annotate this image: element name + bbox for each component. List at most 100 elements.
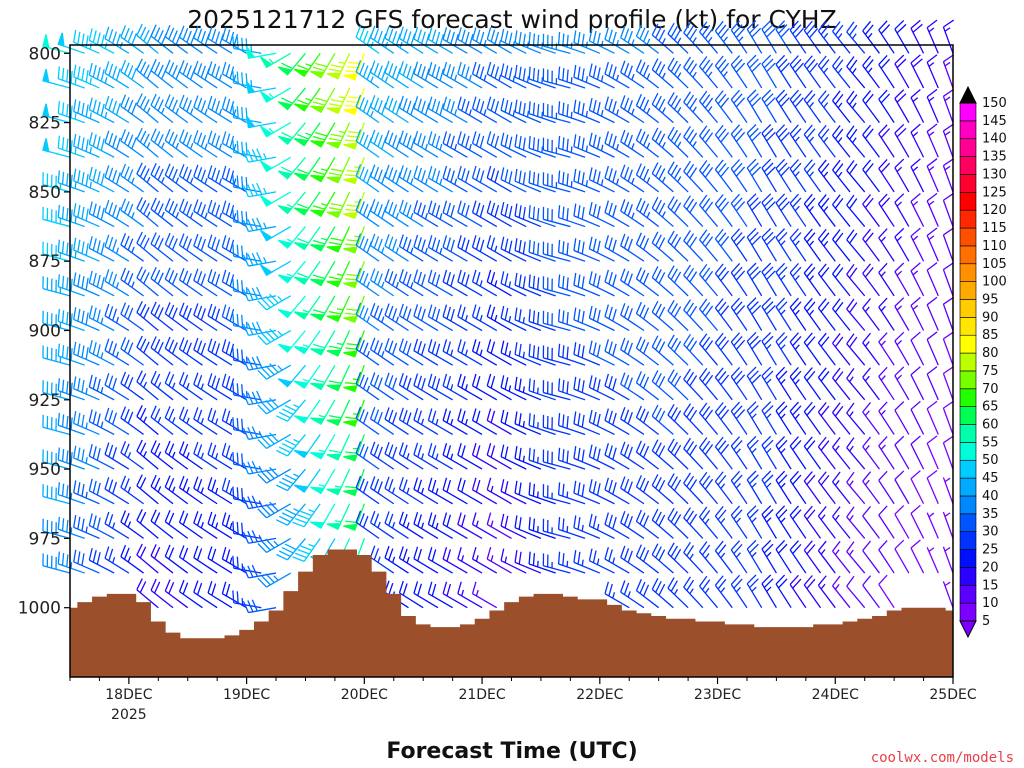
barb-staff [179,452,203,470]
barb-full-feather [328,172,342,177]
barb-full-feather [557,309,561,322]
barb-full-feather [257,335,267,345]
wind-barb [894,227,910,262]
barb-half-feather [321,237,328,241]
barb-full-feather [775,228,786,239]
barb-half-feather [377,556,381,563]
barb-staff [878,549,895,574]
barb-full-feather [588,548,593,561]
barb-pennant [326,280,342,288]
barb-half-feather [450,453,454,460]
barb-staff [233,151,262,158]
barb-full-feather [96,482,101,496]
barb-full-feather [627,273,633,286]
barb-staff [207,142,233,158]
barb-full-feather [763,197,774,207]
wind-barb [926,435,939,470]
barb-full-feather [143,306,150,319]
barb-half-feather [522,420,525,428]
barb-half-feather [112,556,116,564]
barb-staff [193,557,218,574]
barb-full-feather [257,473,267,484]
barb-half-feather [912,97,919,103]
barb-full-feather [504,238,509,251]
barb-full-feather [522,172,526,185]
barb-staff [846,447,866,470]
wind-barb [178,579,203,609]
wind-barb [42,241,71,262]
barb-full-feather [143,237,150,250]
wind-barb [620,407,645,435]
barb-staff [457,142,483,158]
barb-full-feather [778,509,788,520]
barb-full-feather [658,549,666,561]
wind-barb [620,233,645,262]
wind-barb [150,59,174,89]
wind-barb [42,310,71,332]
barb-full-feather [514,99,518,112]
barb-full-feather [417,133,423,146]
wind-barb [775,574,792,609]
barb-pennant [326,176,342,184]
barb-full-feather [229,204,235,218]
barb-full-feather [384,511,390,524]
barb-full-feather [242,150,250,163]
barb-full-feather [581,241,585,255]
barb-full-feather [168,96,175,109]
wind-barb [120,94,144,124]
barb-staff [746,98,763,123]
barb-full-feather [490,237,496,250]
barb-full-feather [178,94,185,107]
barb-full-feather [775,297,786,308]
wind-barb [542,414,571,436]
wind-barb [384,234,409,262]
barb-full-feather [88,270,93,284]
barb-staff [89,178,115,193]
barb-staff [442,558,468,574]
barb-full-feather [686,371,695,383]
barb-full-feather [81,379,85,393]
wind-barb [846,471,866,505]
barb-full-feather [115,172,121,185]
barb-full-feather [391,204,398,217]
barb-staff [620,556,645,574]
barb-half-feather [692,37,697,44]
wind-barb [232,382,262,401]
barb-full-feather [120,302,127,315]
barb-full-feather [658,376,666,388]
barb-full-feather [328,68,342,73]
wind-barb [775,262,792,297]
barb-full-feather [265,538,275,549]
wind-barb [651,266,674,297]
wind-barb [413,200,439,228]
barb-full-feather [112,204,118,217]
barb-staff [120,452,144,470]
wind-barb [789,124,807,158]
barb-staff [73,388,100,401]
wind-barb [193,580,218,609]
barb-staff [399,211,424,228]
barb-full-feather [623,374,630,387]
barb-staff [730,445,748,470]
barb-full-feather [639,166,646,178]
barb-full-feather [620,25,626,38]
barb-staff [589,352,615,366]
barb-full-feather [577,205,581,218]
barb-full-feather [207,26,213,39]
barb-full-feather [623,201,630,214]
wind-barb [178,164,203,193]
wind-barb [683,264,704,297]
wind-barb [714,194,733,227]
barb-full-feather [537,277,540,290]
barb-full-feather [402,167,408,180]
wind-barb [667,126,689,158]
barb-full-feather [384,545,390,559]
barb-half-feather [704,587,710,594]
barb-full-feather [701,371,711,383]
barb-full-feather [846,229,855,241]
wind-barb [528,551,556,574]
barb-staff [558,424,586,436]
barb-staff [699,31,719,54]
barb-full-feather [139,338,147,351]
barb-staff [846,585,866,609]
